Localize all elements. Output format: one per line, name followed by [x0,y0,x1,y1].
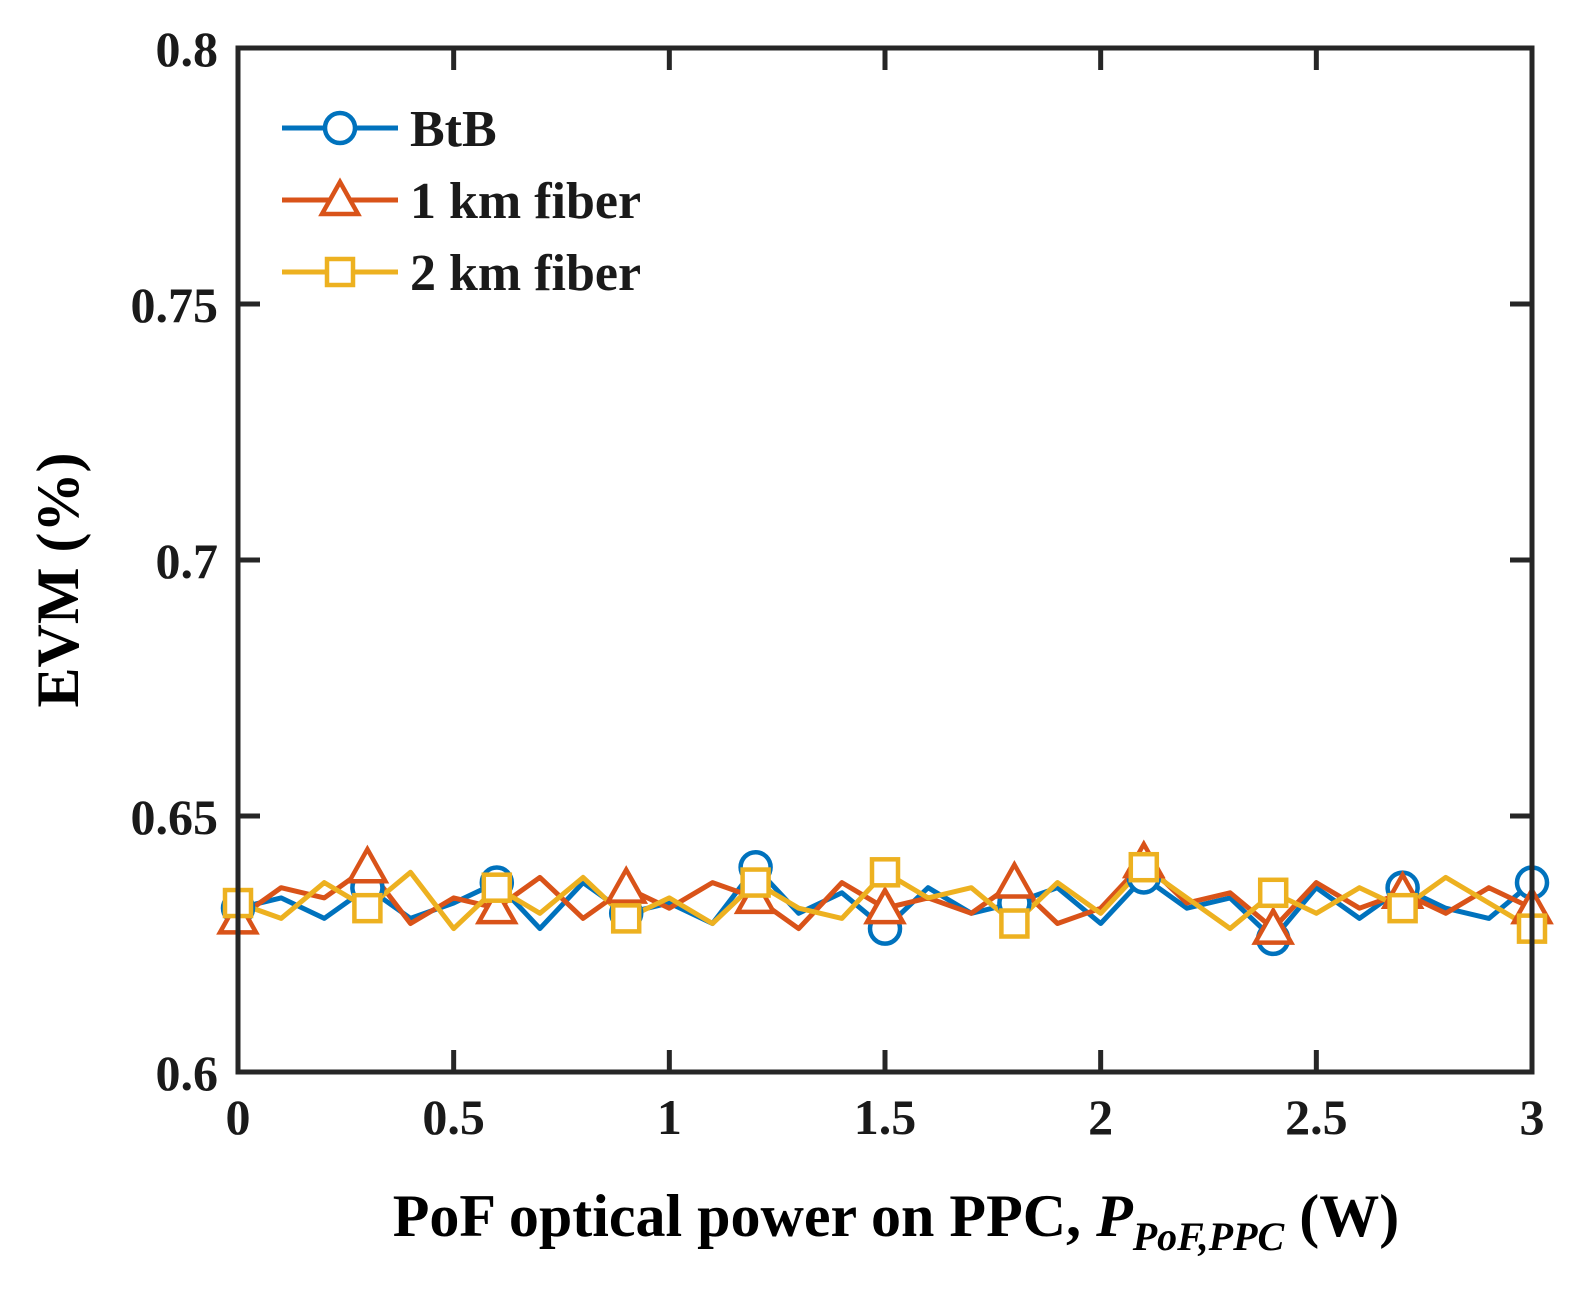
series-3-marker [610,903,642,934]
series-3-marker [869,857,901,888]
x-axis-label-subscript: PoF,PPC [1132,1214,1286,1259]
series-3-marker [481,872,513,903]
x-tick-label: 1.5 [854,1089,917,1145]
series-2-marker [474,885,519,925]
series-2-marker [992,859,1037,899]
legend-marker-1 [322,110,358,146]
x-tick-label: 2.5 [1285,1089,1348,1145]
legend-label-2: 1 km fiber [410,173,641,230]
y-tick-label: 0.65 [131,789,219,845]
legend-marker-2 [318,177,362,217]
x-tick-label: 1 [657,1089,682,1145]
y-tick-label: 0.8 [156,21,219,77]
series-2-marker [1251,906,1296,945]
axis-ticks [235,45,1535,1075]
x-tick-label: 3 [1520,1089,1545,1145]
y-tick-label: 0.7 [156,533,219,589]
tick-labels: 0 0.5 1 1.5 2 2.5 3 0.6 0.65 0.7 0.75 0.8 [131,21,1545,1145]
x-axis-label-symbol: P [1095,1183,1134,1249]
series-3-marker [999,908,1030,939]
y-tick-label: 0.6 [156,1045,219,1101]
legend-marker-3 [324,256,356,288]
x-axis-label-main: PoF optical power on PPC, [393,1183,1096,1249]
y-axis-label: EVM (%) [25,453,91,708]
x-axis-label: PoF optical power on PPC, PPoF,PPC (W) [393,1183,1399,1259]
series-3-marker [1387,892,1418,924]
legend-label-1: BtB [410,101,497,158]
x-tick-label: 0 [226,1089,251,1145]
series-2-marker [345,844,390,884]
x-tick-label: 0.5 [422,1089,485,1145]
series-3-marker [1128,851,1160,883]
series-2-marker [604,865,649,904]
series-3-marker [352,892,383,924]
x-tick-label: 2 [1088,1089,1113,1145]
series-3-marker [1257,877,1289,909]
series-2-marker [863,885,907,925]
y-tick-label: 0.75 [131,277,219,333]
x-axis-label-unit: (W) [1284,1183,1399,1249]
legend: BtB 1 km fiber 2 km fiber [282,101,641,302]
legend-label-3: 2 km fiber [410,245,641,302]
series-3-marker [740,867,771,898]
